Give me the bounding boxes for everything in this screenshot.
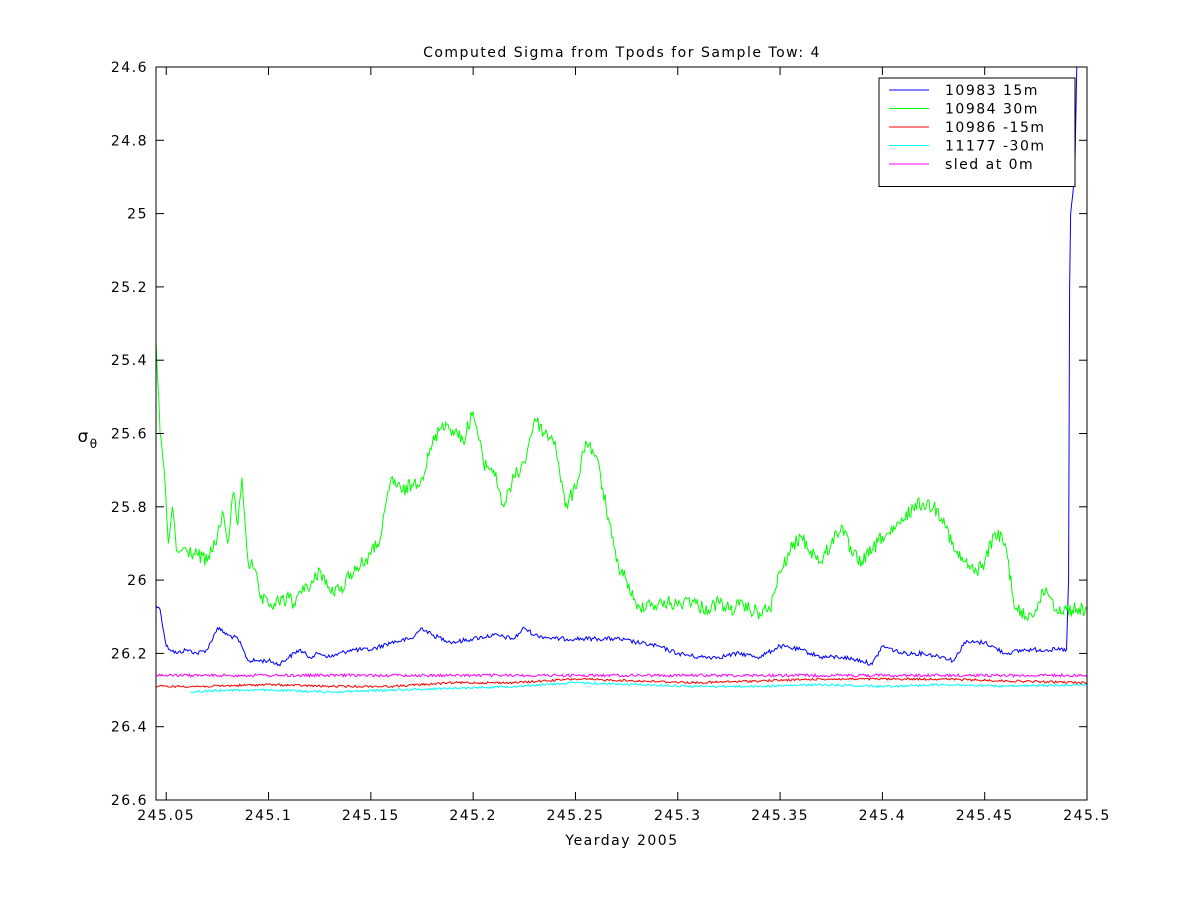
x-axis-label: Yearday 2005 [564, 833, 678, 849]
legend-label: 11177 -30m [945, 139, 1046, 155]
x-tick-label: 245.15 [342, 808, 400, 824]
series-group [156, 67, 1087, 694]
chart-title: Computed Sigma from Tpods for Sample Tow… [423, 45, 821, 61]
x-tick-label: 245.25 [546, 808, 604, 824]
series-line-3 [156, 677, 1087, 689]
series-line-2 [156, 341, 1087, 622]
x-tick-label: 245.4 [859, 808, 907, 824]
y-tick-label: 25.8 [111, 500, 148, 516]
x-tick-label: 245.3 [654, 808, 702, 824]
y-tick-label: 26.6 [111, 793, 148, 809]
y-axis-label: σθ [77, 427, 98, 451]
legend-label: sled at 0m [945, 157, 1034, 173]
x-axis: 245.05 245.1 245.15 245.2 245.25 245.3 245.35 2… [137, 67, 1111, 824]
y-axis: 24.6 24.8 25 25.2 25.4 25.6 25.8 26 26.2 26.4 26.6 [111, 60, 1087, 809]
x-tick-label: 245.5 [1063, 808, 1111, 824]
x-tick-label: 245.05 [137, 808, 195, 824]
y-tick-label: 25.4 [111, 353, 148, 369]
y-axis-label-subscript: θ [90, 437, 99, 451]
legend: 10983 15m 10984 30m 10986 -15m 11177 -30m sl… [878, 77, 1076, 187]
legend-box [878, 77, 1076, 187]
y-tick-label: 25.2 [111, 280, 148, 296]
y-tick-label: 24.8 [111, 133, 148, 149]
legend-label: 10983 15m [945, 83, 1039, 99]
x-tick-label: 245.2 [449, 808, 497, 824]
series-line-5 [156, 672, 1087, 678]
y-tick-label: 24.6 [111, 60, 148, 76]
x-tick-label: 245.1 [245, 808, 293, 824]
series-line-4 [190, 681, 1087, 694]
legend-label: 10986 -15m [945, 120, 1046, 136]
y-tick-label: 26.2 [111, 646, 148, 662]
legend-label: 10984 30m [945, 102, 1039, 118]
y-axis-label-symbol: σ [77, 427, 89, 447]
y-tick-label: 26.4 [111, 720, 148, 736]
x-tick-label: 245.45 [956, 808, 1014, 824]
y-tick-label: 26 [127, 573, 148, 589]
y-tick-label: 25.6 [111, 427, 148, 443]
series-line-1 [156, 67, 1078, 667]
x-tick-label: 245.35 [751, 808, 809, 824]
y-tick-label: 25 [127, 207, 148, 223]
